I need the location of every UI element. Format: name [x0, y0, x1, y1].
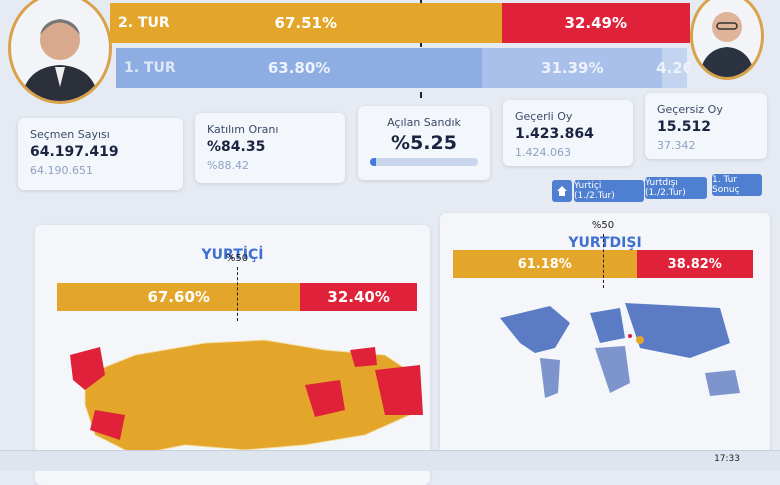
midpoint-line — [237, 267, 238, 321]
segment-label: 67.51% — [274, 14, 338, 32]
portrait-left-art — [21, 19, 99, 101]
result-bar: 63.80% 31.39% 4.26 — [116, 48, 690, 88]
bar-segment: 32.40% — [300, 283, 417, 311]
bar-segment: 67.51% — [110, 3, 502, 43]
segment-label: 67.60% — [147, 288, 210, 306]
taskbar-time: 17:33 — [714, 454, 740, 464]
stat-value: %84.35 — [207, 139, 266, 155]
segment-label: 61.18% — [517, 256, 572, 272]
taskbar: 17:33 — [0, 450, 780, 471]
midpoint-label: %50 — [225, 253, 249, 264]
bar-segment: 31.39% — [482, 48, 663, 88]
segment-label: 63.80% — [267, 59, 331, 77]
stat-previous: 64.190.651 — [30, 164, 93, 177]
home-button[interactable] — [552, 180, 572, 202]
bar-segment: 61.18% — [453, 250, 637, 278]
stat-value: 1.423.864 — [515, 126, 594, 142]
progress-fill — [370, 158, 376, 166]
world-map — [500, 303, 740, 398]
stat-label: Katılım Oranı — [207, 123, 279, 136]
stat-previous: 37.342 — [657, 139, 696, 152]
stat-label: Geçerli Oy — [515, 110, 573, 123]
stat-value: 64.197.419 — [30, 144, 119, 160]
bar-segment: 4.26 — [656, 48, 690, 88]
filter-button[interactable]: Yurtdışı (1./2.Tur) — [645, 177, 707, 199]
stat-label: Geçersiz Oy — [657, 103, 723, 116]
turkey-map — [70, 339, 423, 456]
bar-segment: 67.60% — [57, 283, 301, 311]
round-label: 2. TUR — [118, 15, 170, 31]
result-bar: 67.60% 32.40% — [57, 283, 417, 311]
segment-label: 32.40% — [327, 288, 390, 306]
midpoint-line — [603, 234, 604, 288]
stat-card: Seçmen Sayısı 64.197.419 64.190.651 — [18, 118, 183, 190]
stat-card: Geçerli Oy 1.423.864 1.424.063 — [503, 100, 633, 166]
stat-previous: 1.424.063 — [515, 146, 571, 159]
segment-label: 31.39% — [541, 59, 604, 77]
bar-segment: 32.49% — [501, 3, 690, 43]
stat-card: Katılım Oranı %84.35 %88.42 — [195, 113, 345, 183]
progress-track — [370, 158, 478, 166]
filter-button[interactable]: 1. Tur Sonuç — [712, 174, 762, 196]
portrait-right — [690, 0, 764, 80]
bar-segment: 38.82% — [636, 250, 753, 278]
portrait-right-art — [699, 12, 755, 77]
round-label: 1. TUR — [124, 60, 176, 76]
panel-domestic — [35, 225, 430, 485]
segment-label: 38.82% — [667, 256, 722, 272]
opened-boxes-card: Açılan Sandık %5.25 — [358, 106, 490, 180]
result-bar: 61.18% 38.82% — [453, 250, 753, 278]
segment-label: 4.26 — [656, 59, 690, 77]
portrait-left — [8, 0, 112, 104]
segment-label: 32.49% — [564, 14, 627, 32]
panel-title: YURTDIŞI — [568, 235, 642, 251]
stat-value: 15.512 — [657, 119, 712, 135]
midpoint-label: %50 — [591, 220, 615, 231]
panel-title: YURTİÇİ — [201, 247, 264, 263]
opened-boxes-value: %5.25 — [391, 132, 457, 154]
stat-label: Seçmen Sayısı — [30, 128, 110, 141]
stat-previous: %88.42 — [207, 159, 249, 172]
stat-card: Geçersiz Oy 15.512 37.342 — [645, 93, 767, 159]
filter-button[interactable]: Yurtiçi (1./2.Tur) — [574, 180, 644, 202]
home-icon — [557, 186, 567, 196]
result-bar: 67.51% 32.49% — [110, 3, 690, 43]
bar-segment: 63.80% — [116, 48, 483, 88]
opened-boxes-label: Açılan Sandık — [387, 116, 461, 129]
